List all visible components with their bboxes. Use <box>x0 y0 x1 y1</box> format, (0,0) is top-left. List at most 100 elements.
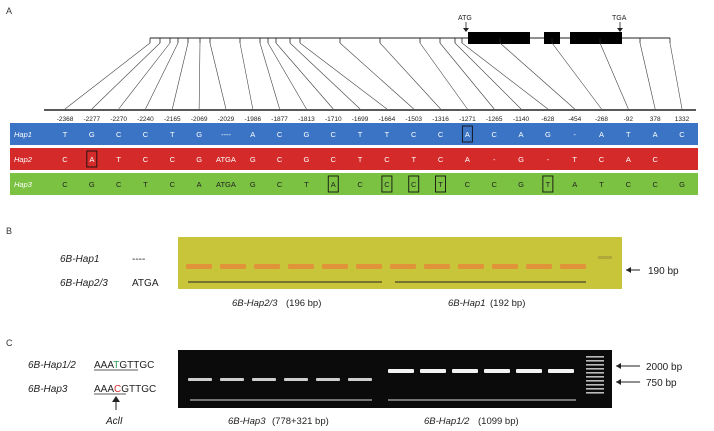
c-row-2-seq: AAACGTTGC <box>94 384 156 395</box>
haplotype-base: G <box>545 130 551 139</box>
position-label: -1316 <box>432 116 449 123</box>
haplotype-base: A <box>653 130 658 139</box>
gel-band <box>188 378 212 381</box>
haplotype-name: Hap1 <box>14 130 32 139</box>
position-label: 378 <box>650 116 661 123</box>
haplotype-base: C <box>62 155 68 164</box>
position-label: -2029 <box>218 116 235 123</box>
stop-codon-label: TGA <box>612 15 627 22</box>
haplotype-base: C <box>143 130 149 139</box>
gel-b <box>178 237 622 289</box>
position-label: -1265 <box>486 116 503 123</box>
haplotype-base: C <box>357 180 363 189</box>
connector-line <box>299 42 388 110</box>
position-label: -1877 <box>271 116 288 123</box>
position-label: -1699 <box>352 116 369 123</box>
b-group-2-name: 6B-Hap1 <box>448 298 486 309</box>
c-row-2-name: 6B-Hap3 <box>28 384 68 395</box>
c-group-2-size: (1099 bp) <box>478 416 519 427</box>
haplotype-base: C <box>492 130 498 139</box>
gel-band <box>420 369 446 373</box>
c-row-2-pre: AAA <box>94 384 114 395</box>
haplotype-base: - <box>547 155 550 164</box>
b-row-1-seq: ---- <box>132 254 145 265</box>
haplotype-base: C <box>679 130 685 139</box>
haplotype-base: T <box>358 155 363 164</box>
connector-line <box>289 42 361 110</box>
haplotype-base: T <box>170 130 175 139</box>
connector-line <box>118 42 171 110</box>
ladder-band <box>598 256 612 259</box>
haplotype-base: T <box>304 180 309 189</box>
connector-line <box>275 42 334 110</box>
haplotype-base: C <box>170 155 176 164</box>
connector-line <box>172 42 189 110</box>
haplotype-base: G <box>304 130 310 139</box>
gel-band <box>458 264 484 269</box>
ladder-band <box>586 364 604 366</box>
position-label: -1664 <box>379 116 396 123</box>
haplotype-base: - <box>573 130 576 139</box>
haplotype-base: A <box>626 155 631 164</box>
haplotype-base: G <box>250 155 256 164</box>
gel-band <box>356 264 382 269</box>
haplotype-base: G <box>518 155 524 164</box>
connector-line <box>64 42 151 110</box>
connector-line <box>239 42 254 110</box>
gel-band <box>254 264 280 269</box>
snp-highlight-box <box>327 175 339 193</box>
haplotype-base: ATGA <box>216 155 236 164</box>
connector-line <box>145 42 179 110</box>
position-label: -1271 <box>459 116 476 123</box>
b-group-1-size: (196 bp) <box>286 298 321 309</box>
connector-line <box>439 42 495 110</box>
haplotype-base: C <box>331 155 337 164</box>
gel-band <box>424 264 450 269</box>
start-arrow-head <box>463 28 469 32</box>
haplotype-base: C <box>626 180 632 189</box>
position-label: -268 <box>595 116 608 123</box>
gel-band <box>390 264 416 269</box>
ladder-band <box>586 380 604 382</box>
haplotype-base: A <box>197 180 202 189</box>
gel-c-bands <box>188 356 604 394</box>
haplotype-name: Hap2 <box>14 155 33 164</box>
position-label: -2368 <box>57 116 74 123</box>
b-row-2-name: 6B-Hap2/3 <box>60 278 108 289</box>
panel-label-c: C <box>6 338 13 348</box>
c-marker-1-label: 2000 bp <box>646 362 683 373</box>
haplotype-base: G <box>250 180 256 189</box>
position-label: -2165 <box>164 116 181 123</box>
position-labels: -2368 -2277 -2270 -2240 -2165 -2069 -2029 -1986… <box>57 116 690 123</box>
position-label: -454 <box>568 116 581 123</box>
stop-arrow-head <box>617 28 623 32</box>
haplotype-base: T <box>438 180 443 189</box>
connector-line <box>419 42 468 110</box>
gel-band <box>284 378 308 381</box>
panel-c: 6B-Hap1/2 AAATGTTGC 6B-Hap3 AAACGTTGC Ac… <box>28 350 683 427</box>
c-row-1-name: 6B-Hap1/2 <box>28 360 76 371</box>
gel-b-bands <box>186 256 612 269</box>
snp-highlight-box <box>381 175 393 193</box>
connector-line <box>259 42 280 110</box>
b-row-2-seq: ATGA <box>132 278 159 289</box>
connector-line <box>339 42 414 110</box>
haplotype-base: C <box>438 130 444 139</box>
haplotype-base: A <box>599 130 604 139</box>
c-row-1-post: GTTGC <box>119 360 154 371</box>
c-row-2-snp: C <box>114 384 121 395</box>
gene-structure: ATG TGA <box>150 15 670 44</box>
position-label: -628 <box>541 116 554 123</box>
haplotype-base: C <box>277 155 283 164</box>
gel-band <box>548 369 574 373</box>
gel-band <box>220 264 246 269</box>
haplotype-base: - <box>493 155 496 164</box>
c-marker-1-arrow-head <box>616 363 621 369</box>
c-marker-2-arrow-head <box>616 379 621 385</box>
haplotype-row <box>10 148 698 170</box>
haplotype-base: T <box>358 130 363 139</box>
b-marker-arrow-head <box>626 267 631 273</box>
enzyme-label: AclI <box>105 416 123 427</box>
haplotype-base: C <box>384 180 390 189</box>
enzyme-arrow-head <box>112 396 120 402</box>
